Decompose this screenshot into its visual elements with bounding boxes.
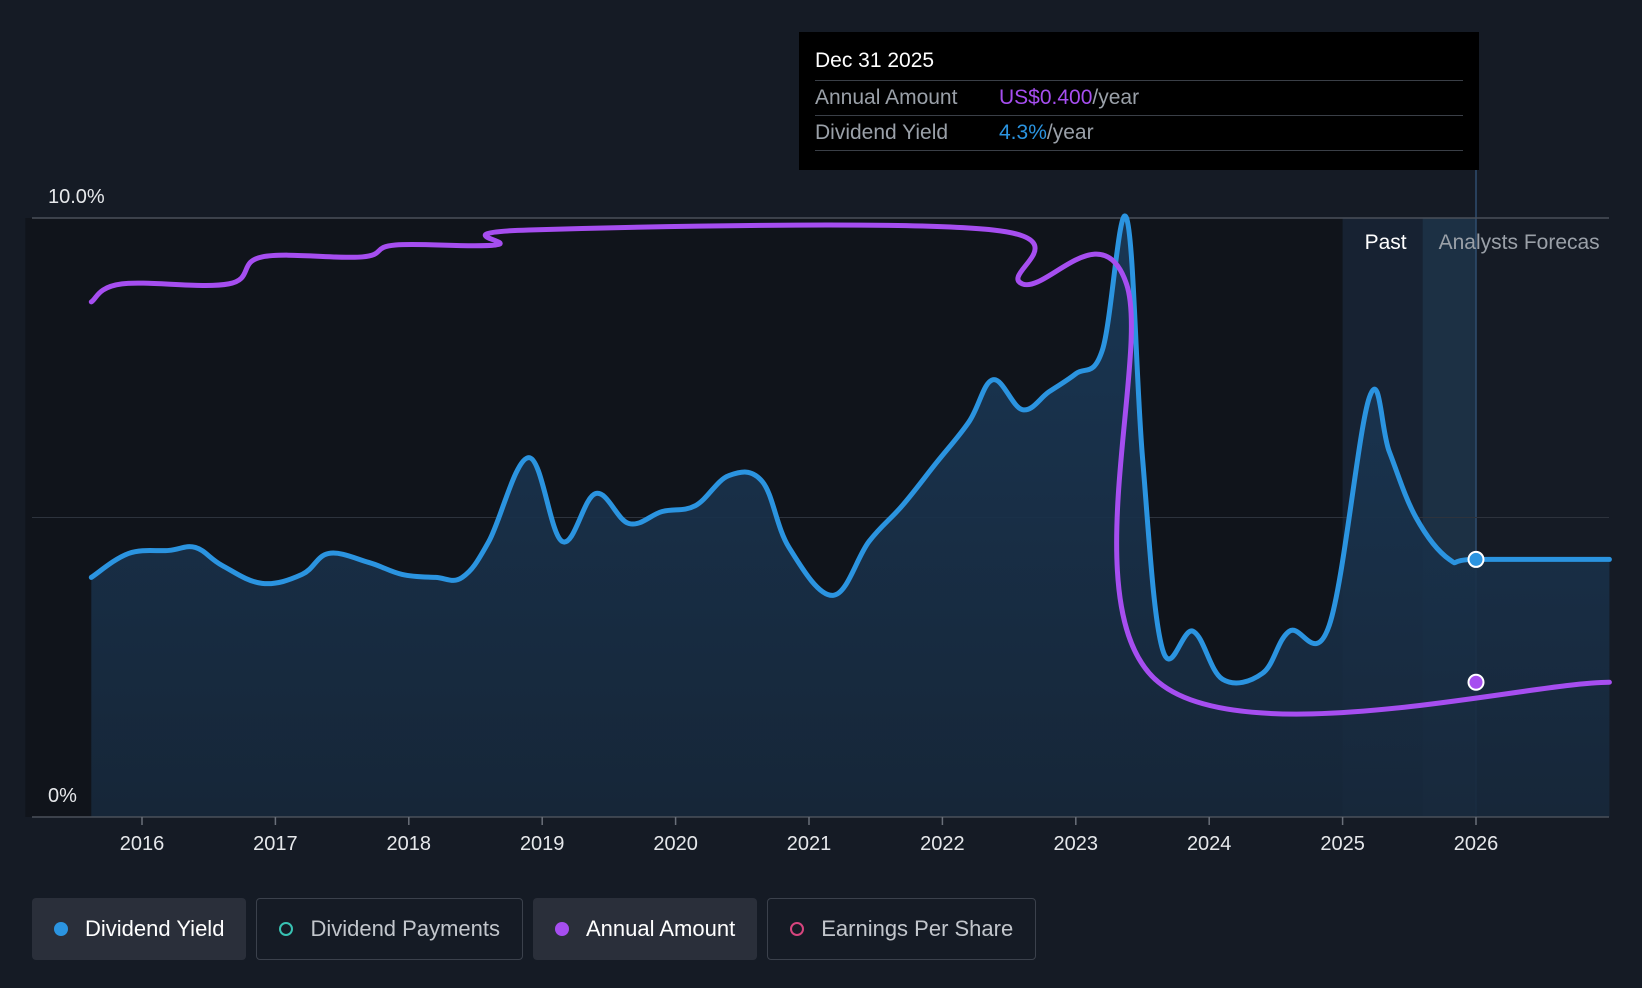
tooltip-row-annual-amount: Annual Amount US$0.400 /year	[815, 81, 1463, 116]
tooltip-annual-amount-value: US$0.400	[999, 86, 1093, 109]
legend-dividend-yield[interactable]: Dividend Yield	[32, 898, 247, 960]
legend-earnings-per-share[interactable]: Earnings Per Share	[767, 898, 1037, 960]
x-tick-label: 2020	[653, 833, 698, 855]
dividend-yield-dot-icon	[54, 922, 68, 936]
earnings-per-share-ring-icon	[790, 922, 805, 936]
x-tick-label: 2017	[253, 833, 298, 855]
x-tick-label: 2019	[520, 833, 565, 855]
x-tick-label: 2025	[1320, 833, 1365, 855]
chart-legend: Dividend Yield Dividend Payments Annual …	[32, 898, 1037, 960]
tooltip-annual-amount-label: Annual Amount	[815, 86, 958, 109]
dividend-yield-highlight-point	[1467, 550, 1485, 568]
x-tick-label: 2024	[1187, 833, 1232, 855]
tooltip-annual-amount-unit: /year	[1092, 86, 1140, 109]
annual-amount-highlight-point	[1467, 673, 1485, 691]
dividend-yield-area	[91, 215, 1610, 817]
x-tick-label: 2026	[1454, 833, 1499, 855]
legend-dividend-yield-label: Dividend Yield	[85, 916, 225, 941]
forecast-label: Analysts Forecas	[1439, 231, 1600, 254]
tooltip-date: Dec 31 2025	[815, 46, 1463, 81]
tooltip-dividend-yield-unit: /year	[1046, 121, 1094, 144]
dividend-payments-ring-icon	[279, 922, 294, 936]
annual-amount-line	[88, 222, 1612, 717]
legend-annual-amount-label: Annual Amount	[585, 916, 736, 941]
x-tick-label: 2022	[920, 833, 965, 855]
x-tick-label: 2023	[1054, 833, 1099, 855]
y-tick-label: 10.0%	[48, 186, 105, 208]
tooltip-dividend-yield-label: Dividend Yield	[815, 121, 949, 144]
tooltip-dividend-yield-value: 4.3%	[999, 121, 1047, 144]
x-tick-label: 2016	[120, 833, 165, 855]
chart-tooltip: Dec 31 2025 Annual Amount US$0.400 /year…	[799, 32, 1479, 170]
legend-earnings-per-share-label: Earnings Per Share	[821, 916, 1014, 941]
legend-dividend-payments[interactable]: Dividend Payments	[256, 898, 523, 960]
annual-amount-dot-icon	[554, 922, 569, 936]
x-tick-label: 2018	[387, 833, 432, 855]
tooltip-row-dividend-yield: Dividend Yield 4.3% /year	[815, 116, 1463, 151]
x-tick-label: 2021	[787, 833, 832, 855]
legend-dividend-payments-label: Dividend Payments	[310, 916, 500, 941]
legend-annual-amount[interactable]: Annual Amount	[532, 898, 758, 960]
past-label: Past	[1365, 231, 1407, 254]
dividend-yield-line	[88, 213, 1612, 686]
y-tick-label: 0%	[48, 785, 77, 807]
